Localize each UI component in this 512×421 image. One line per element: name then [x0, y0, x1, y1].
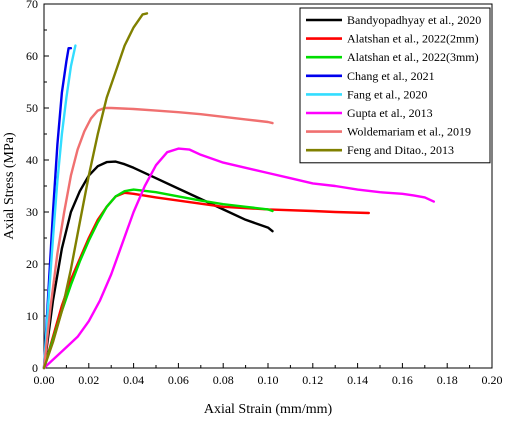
series-line-8	[42, 12, 149, 370]
y-tick-label: 10	[26, 309, 38, 323]
y-tick-label: 50	[26, 101, 38, 115]
y-axis-title: Axial Stress (MPa)	[2, 132, 17, 240]
y-tick-label: 40	[26, 153, 38, 167]
x-tick-label: 0.20	[482, 373, 503, 387]
x-tick-label: 0.12	[302, 373, 323, 387]
x-tick-label: 0.08	[213, 373, 234, 387]
series-layer	[42, 12, 435, 370]
legend-box	[299, 7, 491, 164]
ticks: 0.00 0.02 0.04 0.06 0.08 0.10 0.12 0.14 0.16 0.18…	[26, 0, 503, 387]
y-tick-label: 70	[26, 0, 38, 11]
series-line-5	[42, 44, 77, 370]
x-tick-label: 0.16	[392, 373, 413, 387]
legend-label: Fang et al., 2020	[347, 87, 427, 101]
legend-label: Feng and Ditao., 2013	[347, 143, 454, 157]
legend: Bandyopadhyay et al., 2020 Alatshan et al…	[299, 7, 491, 164]
y-tick-label: 20	[26, 257, 38, 271]
x-tick-label: 0.06	[168, 373, 189, 387]
y-tick-label: 30	[26, 205, 38, 219]
x-tick-label: 0.10	[258, 373, 279, 387]
series-line-3	[42, 188, 274, 370]
y-tick-label: 60	[26, 49, 38, 63]
legend-label: Alatshan et al., 2022(3mm)	[347, 50, 479, 64]
x-tick-label: 0.18	[437, 373, 458, 387]
legend-label: Woldemariam et al., 2019	[347, 125, 471, 139]
legend-label: Gupta et al., 2013	[347, 106, 433, 120]
x-tick-label: 0.00	[34, 373, 55, 387]
x-tick-label: 0.02	[78, 373, 99, 387]
legend-label: Chang et al., 2021	[347, 69, 435, 83]
x-tick-label: 0.14	[347, 373, 368, 387]
x-tick-label: 0.04	[123, 373, 144, 387]
series-line-1	[42, 160, 274, 370]
series-line-6	[42, 147, 435, 370]
x-axis-title: Axial Strain (mm/mm)	[204, 402, 333, 417]
legend-label: Alatshan et al., 2022(2mm)	[347, 32, 479, 46]
y-tick-label: 0	[32, 361, 38, 375]
legend-label: Bandyopadhyay et al., 2020	[347, 13, 481, 27]
